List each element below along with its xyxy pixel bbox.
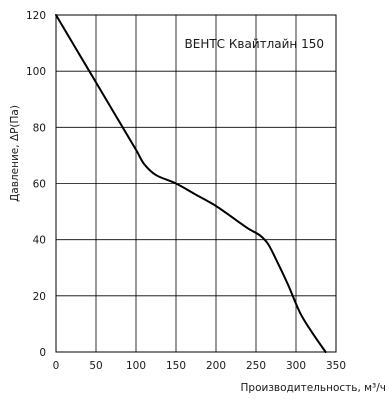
y-tick-label: 60 <box>33 179 46 191</box>
x-tick-label: 200 <box>206 360 226 372</box>
x-tick-label: 150 <box>166 360 186 372</box>
y-tick-label: 80 <box>33 122 46 134</box>
y-axis-label: Давление, ΔР(Па) <box>9 105 21 202</box>
x-tick-label: 350 <box>326 360 346 372</box>
y-tick-label: 120 <box>26 10 46 22</box>
x-tick-label: 250 <box>246 360 266 372</box>
chart-title: ВЕНТС Квайтлайн 150 <box>185 37 324 51</box>
x-tick-labels: 0 50 100 150 200 250 300 350 <box>53 360 346 372</box>
x-tick-label: 100 <box>126 360 146 372</box>
y-tick-label: 20 <box>33 291 46 303</box>
grid-layer <box>56 15 336 352</box>
x-axis-label: Производительность, м³/ч <box>241 382 386 394</box>
x-tick-label: 50 <box>89 360 102 372</box>
y-tick-label: 0 <box>39 347 46 359</box>
plot-frame <box>55 14 337 353</box>
y-tick-label: 100 <box>26 66 46 78</box>
y-tick-label: 40 <box>33 235 46 247</box>
x-tick-label: 0 <box>53 360 60 372</box>
x-tick-label: 300 <box>286 360 306 372</box>
series-line <box>55 14 327 353</box>
y-tick-labels: 0 20 40 60 80 100 120 <box>26 10 46 359</box>
